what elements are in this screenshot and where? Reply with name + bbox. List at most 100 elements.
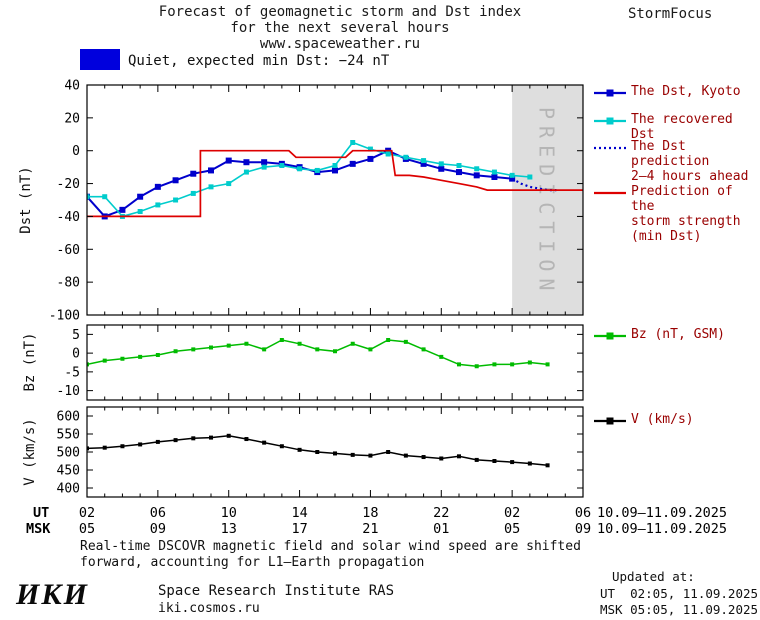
ut-row-label: UT [33, 505, 49, 521]
series-marker [243, 169, 249, 175]
series-marker [439, 456, 444, 461]
legend-item-dst-kyoto: The Dst, Kyoto [593, 84, 759, 99]
legend-item-v: V (km/s) [593, 412, 759, 427]
series-marker [527, 174, 533, 180]
y-tick-label: -10 [57, 384, 80, 399]
series-marker [350, 452, 355, 457]
site-link[interactable]: www.spaceweather.ru [259, 36, 421, 52]
series-marker [332, 163, 338, 168]
series-marker [421, 455, 426, 460]
series-marker [350, 140, 356, 145]
time-axis: UTMSK0205060910131417182122010205060910.… [26, 505, 727, 537]
msk-tick-label: 09 [575, 521, 591, 537]
series-marker [333, 451, 337, 456]
msk-tick-label: 05 [79, 521, 95, 537]
legend-swatch-dst-prediction [593, 140, 627, 154]
series-line [87, 149, 513, 218]
series-marker [439, 354, 444, 359]
series-marker [350, 341, 355, 346]
y-tick-label: -20 [57, 177, 80, 192]
msk-tick-label: 05 [504, 521, 520, 537]
series-marker [491, 174, 498, 180]
title-line-2: for the next several hours [230, 20, 450, 36]
series-marker [226, 181, 232, 187]
ut-tick-label: 18 [362, 505, 378, 521]
series-marker [314, 167, 320, 173]
series-marker [385, 151, 391, 157]
series-marker [102, 445, 107, 450]
series-marker [368, 453, 373, 458]
series-marker [137, 209, 143, 214]
series-marker [510, 362, 515, 367]
series-marker [297, 447, 302, 452]
y-tick-label: 500 [57, 446, 80, 461]
ut-tick-label: 02 [79, 505, 95, 521]
series-marker [492, 362, 497, 367]
series-marker [208, 184, 214, 190]
msk-tick-label: 13 [221, 521, 237, 537]
updated-at-label: Updated at: [612, 569, 695, 584]
legend-swatch-bz [593, 328, 627, 342]
bz-panel: 5 0 -5 -10 [57, 324, 584, 401]
series-marker [456, 169, 462, 176]
series-marker [87, 446, 89, 451]
msk-tick-label: 17 [291, 521, 307, 537]
series-marker [333, 349, 337, 354]
series-marker [297, 166, 303, 172]
page-title: Forecast of geomagnetic storm and Dst in… [120, 4, 560, 52]
msk-date-range: 10.09–11.09.2025 [597, 521, 727, 537]
series-marker [332, 167, 338, 174]
institute-name: Space Research Institute RAS [158, 583, 395, 599]
ut-tick-label: 06 [150, 505, 166, 521]
ut-tick-label: 14 [291, 505, 307, 521]
series-marker [155, 353, 160, 357]
institute-site-link[interactable]: iki.cosmos.ru [158, 601, 260, 616]
legend-label-dst-prediction: The Dst prediction 2–4 hours ahead [631, 139, 749, 184]
series-marker [456, 163, 462, 168]
series-marker [279, 163, 285, 168]
series-marker [155, 439, 160, 444]
prediction-label: PREDICTION [535, 107, 559, 297]
legend-label-dst-kyoto: The Dst, Kyoto [631, 84, 741, 99]
y-tick-label: 550 [57, 428, 80, 443]
panel-frame [86, 84, 584, 316]
series-marker [403, 154, 409, 160]
series-marker [173, 349, 178, 354]
series-marker [261, 159, 268, 166]
legend-swatch-dst-kyoto [593, 85, 627, 99]
series-marker [491, 169, 497, 175]
series-marker [120, 356, 125, 361]
legend-item-storm-strength: Prediction of the storm strength (min Ds… [593, 184, 759, 244]
legend-swatch-storm-strength [593, 185, 627, 199]
y-tick-label: 0 [72, 347, 80, 362]
series-marker [173, 197, 179, 203]
msk-row-label: MSK [26, 521, 51, 537]
series-marker [421, 158, 427, 164]
series-marker [225, 157, 232, 164]
series-marker [386, 338, 391, 342]
legend-label-storm-strength: Prediction of the storm strength (min Ds… [631, 184, 741, 244]
y-tick-label: -60 [57, 243, 80, 258]
series-marker [421, 347, 426, 352]
legend-item-recovered-dst: The recovered Dst [593, 112, 759, 142]
footnote-line-1: Real-time DSCOVR magnetic field and sola… [80, 539, 581, 554]
y-tick-label: 600 [57, 410, 80, 425]
series-marker [545, 463, 550, 468]
series-marker [349, 160, 356, 167]
y-tick-label: 20 [64, 111, 80, 126]
series-marker [262, 440, 267, 445]
series-marker [155, 202, 161, 208]
series-marker [209, 435, 213, 440]
series-marker [297, 341, 302, 346]
legend-label-v: V (km/s) [631, 412, 694, 427]
series-marker [261, 164, 267, 170]
y-tick-label: 400 [57, 482, 80, 497]
series-marker [509, 172, 515, 178]
y-tick-label: -5 [64, 365, 80, 380]
dst-panel: PREDICTION 40 20 0 -20 -40 -60 -80 -100 [49, 79, 584, 324]
series-marker [87, 194, 90, 200]
ut-tick-label: 22 [433, 505, 449, 521]
series-marker [138, 442, 143, 447]
series-marker [262, 347, 267, 352]
series-marker [209, 345, 213, 350]
